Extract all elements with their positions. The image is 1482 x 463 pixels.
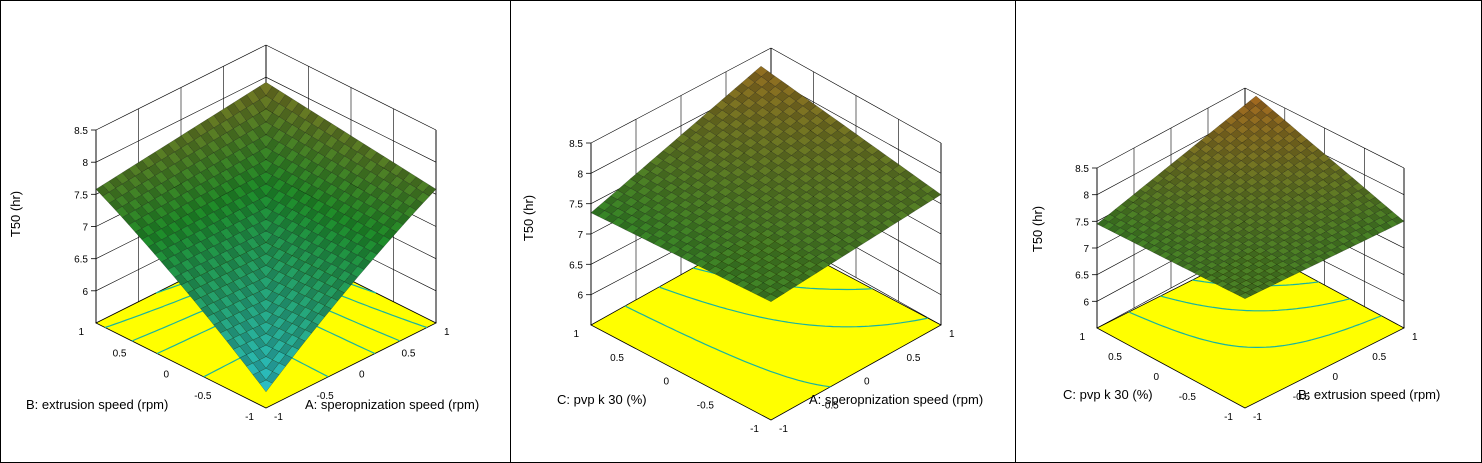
y-tick-label: 1 bbox=[573, 329, 579, 340]
z-tick-label: 6 bbox=[577, 291, 583, 302]
z-tick-label: 8.5 bbox=[74, 126, 88, 137]
z-axis-label: T50 (hr) bbox=[8, 191, 23, 237]
response-surface bbox=[1096, 95, 1405, 299]
z-tick-label: 6 bbox=[1083, 297, 1089, 308]
x-axis-label: B: extrusion speed (rpm) bbox=[1298, 387, 1440, 402]
z-tick-label: 7 bbox=[1083, 244, 1089, 255]
y-tick-label: 0.5 bbox=[610, 353, 624, 364]
grid-line bbox=[770, 47, 942, 144]
x-axis-label: A: speropnization speed (rpm) bbox=[305, 397, 479, 412]
z-axis-label: T50 (hr) bbox=[521, 195, 536, 241]
z-tick-label: 8 bbox=[1083, 191, 1089, 202]
x-axis-label: A: speropnization speed (rpm) bbox=[809, 392, 983, 407]
y-axis-label: C: pvp k 30 (%) bbox=[557, 392, 647, 407]
x-tick-label: 1 bbox=[444, 327, 450, 338]
x-tick-label: -1 bbox=[779, 424, 788, 435]
grid-line bbox=[95, 76, 267, 163]
x-tick-label: 0 bbox=[359, 370, 365, 381]
z-tick-label: 8 bbox=[82, 158, 88, 169]
y-axis-label: B: extrusion speed (rpm) bbox=[26, 397, 168, 412]
response-surface bbox=[95, 82, 437, 393]
z-tick-label: 7.5 bbox=[569, 200, 583, 211]
contour-line bbox=[1128, 311, 1382, 348]
contour-line bbox=[624, 305, 831, 388]
y-axis-label: C: pvp k 30 (%) bbox=[1063, 387, 1153, 402]
y-tick-label: -0.5 bbox=[194, 391, 212, 402]
x-tick-label: -1 bbox=[1253, 412, 1262, 423]
x-tick-label: -0.5 bbox=[317, 391, 335, 402]
grid-line bbox=[1096, 87, 1246, 169]
x-tick-label: 0 bbox=[864, 377, 870, 388]
x-tick-label: -1 bbox=[274, 412, 283, 423]
y-tick-label: -0.5 bbox=[697, 400, 715, 411]
x-tick-label: 0.5 bbox=[907, 353, 921, 364]
grid-line bbox=[265, 76, 437, 163]
z-tick-label: 6 bbox=[82, 287, 88, 298]
grid-line bbox=[95, 44, 267, 131]
y-tick-label: -1 bbox=[245, 412, 254, 423]
grid-line bbox=[590, 47, 772, 144]
z-tick-label: 8.5 bbox=[1075, 164, 1089, 175]
y-tick-label: 0 bbox=[1153, 372, 1159, 383]
y-tick-label: 0.5 bbox=[1108, 352, 1122, 363]
x-tick-label: -0.5 bbox=[1293, 392, 1311, 403]
z-tick-label: 7 bbox=[82, 223, 88, 234]
x-tick-label: 0 bbox=[1333, 372, 1339, 383]
contour-line bbox=[658, 286, 929, 328]
x-tick-label: 1 bbox=[949, 329, 955, 340]
y-tick-label: -1 bbox=[1224, 412, 1233, 423]
grid-line bbox=[265, 44, 437, 131]
z-tick-label: 8 bbox=[577, 169, 583, 180]
y-tick-label: 0 bbox=[663, 377, 669, 388]
response-surface bbox=[590, 65, 942, 302]
grid-line bbox=[1244, 87, 1405, 169]
z-tick-label: 7.5 bbox=[1075, 217, 1089, 228]
z-axis-label: T50 (hr) bbox=[1030, 206, 1045, 252]
y-tick-label: 0 bbox=[163, 370, 169, 381]
contour-line bbox=[1160, 295, 1351, 312]
x-tick-label: 0.5 bbox=[1372, 352, 1386, 363]
z-tick-label: 8.5 bbox=[569, 139, 583, 150]
surface-cell bbox=[259, 379, 273, 393]
response-surface-panel-1: 6 6.5 7 7.5 8 8.5 T50 (hr) -1 -0.5 0 0.5 1 -1 -0.5 0 0.… bbox=[8, 44, 479, 423]
x-tick-label: 0.5 bbox=[402, 348, 416, 359]
y-tick-label: 1 bbox=[78, 327, 84, 338]
z-tick-label: 6.5 bbox=[1075, 271, 1089, 282]
response-surface-panel-3: 6 6.5 7 7.5 8 8.5 T50 (hr) -1 -0.5 0 0.5 1 -1 -0.5 0 0.… bbox=[1030, 87, 1440, 423]
z-tick-label: 7.5 bbox=[74, 190, 88, 201]
x-tick-label: 1 bbox=[1412, 332, 1418, 343]
surface-cell bbox=[1238, 292, 1252, 299]
z-tick-label: 6.5 bbox=[74, 255, 88, 266]
y-tick-label: 1 bbox=[1079, 332, 1085, 343]
surface-cell bbox=[763, 293, 778, 302]
y-tick-label: 0.5 bbox=[113, 348, 127, 359]
z-tick-label: 7 bbox=[577, 230, 583, 241]
x-tick-label: -0.5 bbox=[822, 400, 840, 411]
y-tick-label: -1 bbox=[750, 424, 759, 435]
z-tick-label: 6.5 bbox=[569, 260, 583, 271]
response-surface-panel-2: 6 6.5 7 7.5 8 8.5 T50 (hr) -1 -0.5 0 0.5 1 -1 -0.5 0 0.… bbox=[521, 47, 983, 435]
y-tick-label: -0.5 bbox=[1179, 392, 1197, 403]
